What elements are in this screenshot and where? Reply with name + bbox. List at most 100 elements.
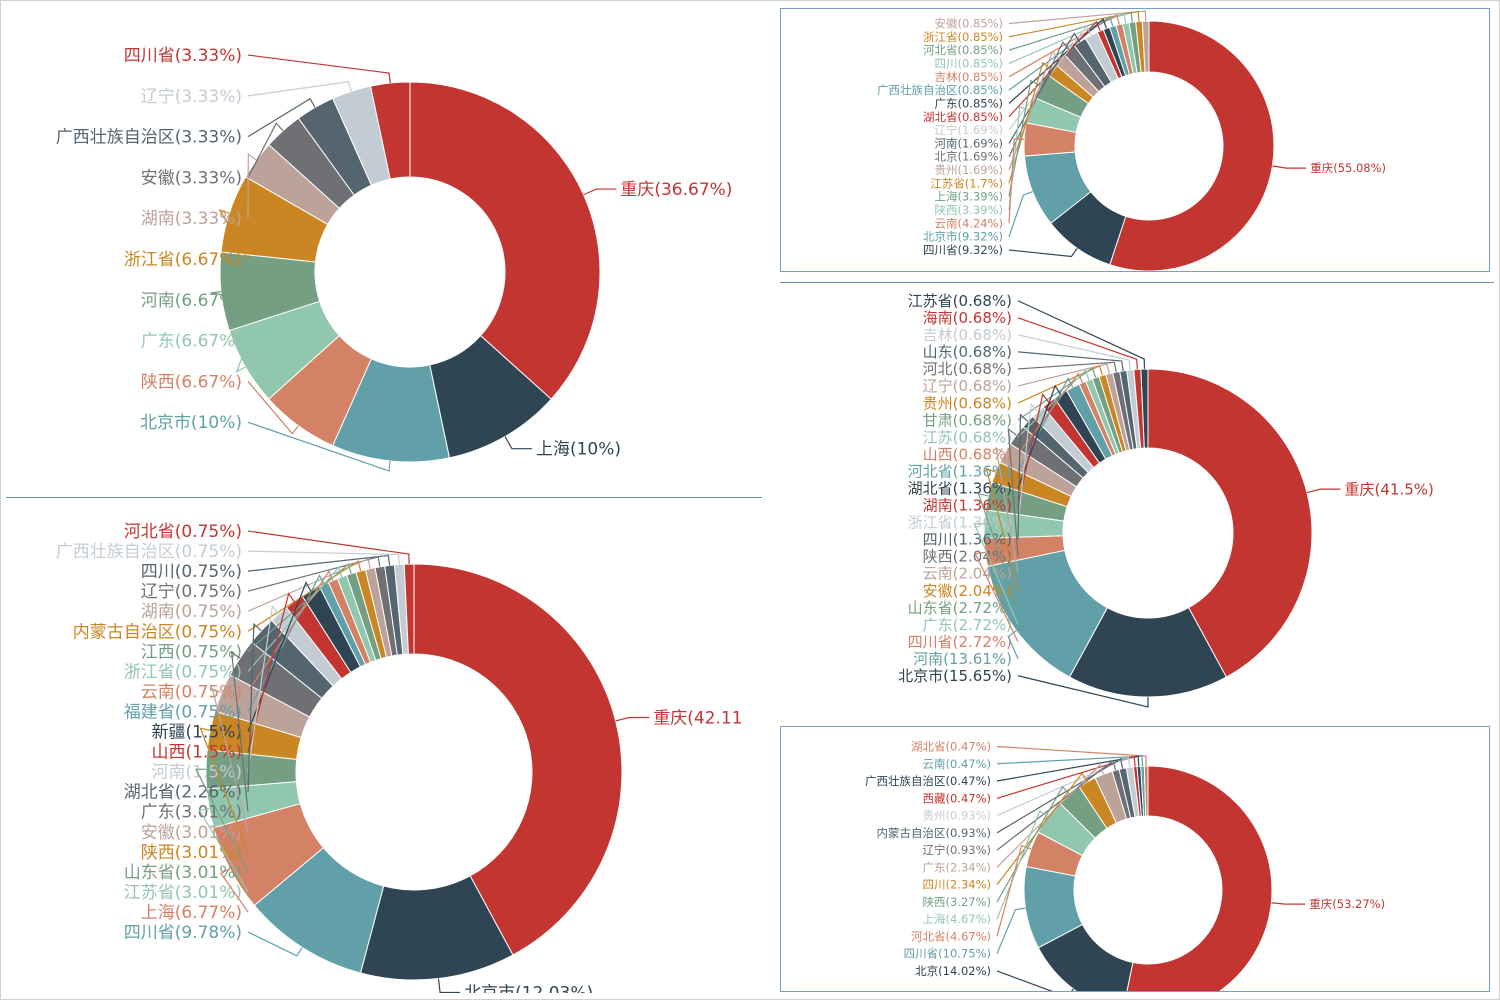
label-leader-line (247, 530, 410, 565)
pie-slice-0 (413, 563, 623, 956)
slice-label: 广东(2.34%) (922, 860, 991, 874)
slice-label: 江西(0.75%) (141, 642, 242, 662)
label-leader-line (230, 651, 249, 812)
pie-slice-0 (409, 81, 601, 400)
slice-label: 湖北省(1.36%) (908, 480, 1012, 498)
label-leader-line (211, 687, 249, 832)
slice-label: 辽宁(0.93%) (922, 843, 991, 857)
slice-label: 新疆(1.5%) (152, 723, 242, 743)
slice-label: 吉林(0.68%) (923, 326, 1012, 344)
label-leader-line (247, 622, 262, 792)
label-leader-line (1008, 18, 1108, 104)
label-leader-line (198, 807, 249, 893)
slice-label: 广东(6.67%) (141, 332, 242, 352)
label-leader-line (1008, 13, 1120, 78)
slice-label: 四川省(9.78%) (124, 923, 242, 943)
donut-panel-top-right: 重庆(55.08%) 安徽(0.85%) 浙江省(0.85%) 河北省(0.85%) 四… (780, 8, 1490, 272)
label-leader-line (1271, 902, 1306, 905)
slice-label: 四川(2.34%) (922, 878, 991, 892)
donut-panel-bottom-right: 重庆(53.27%) 湖北省(0.47%) 云南(0.47%) 广西壮族自治区(0.4… (780, 726, 1490, 992)
slice-label: 河北省(1.36%) (908, 462, 1012, 480)
pie-slice-11 (369, 81, 411, 180)
label-leader-line (996, 755, 1144, 767)
slice-label: 陕西(3.39%) (934, 203, 1003, 217)
label-leader-line (247, 550, 400, 565)
label-leader-line (1017, 377, 1074, 472)
label-leader-line (1008, 10, 1140, 38)
slice-label: 云南(4.24%) (934, 216, 1003, 230)
slice-label: 广西壮族自治区(3.33%) (56, 128, 242, 148)
slice-label: 重庆(36.67%) (620, 180, 732, 200)
label-leader-line (1008, 12, 1127, 64)
slice-label: 海南(0.68%) (923, 309, 1012, 327)
label-leader-line (1008, 79, 1040, 197)
slice-label: 四川省(2.72%) (908, 633, 1012, 651)
label-leader-line (1008, 15, 1114, 91)
slice-label: 四川(0.85%) (934, 56, 1003, 70)
label-leader-line (1008, 10, 1147, 25)
label-leader-line (1017, 384, 1061, 489)
slice-label: 北京(14.02%) (915, 964, 991, 978)
slice-label: 江苏省(0.68%) (908, 292, 1012, 310)
pie-slice-0 (1126, 765, 1273, 991)
label-leader-line (1008, 61, 1052, 184)
slice-label: 北京市(10%) (140, 413, 242, 433)
pie-slice-0 (1109, 20, 1275, 271)
slice-label: 湖南(1.36%) (923, 497, 1012, 515)
label-leader-line (210, 291, 249, 301)
label-leader-line (247, 554, 391, 572)
label-leader-line (247, 421, 391, 472)
pie-slice-18 (1141, 20, 1150, 73)
slice-label: 上海(6.77%) (141, 903, 242, 923)
slice-label: 北京市(12.03%) (464, 983, 593, 993)
label-leader-line (1008, 11, 1133, 51)
slice-label: 上海(10%) (536, 440, 621, 460)
label-leader-line (220, 868, 249, 913)
donut-panel-top-left: 重庆(36.67%) 上海(10%) 四川省(3.33%) 辽宁(3.33%) 广西壮族… (6, 6, 762, 494)
label-leader-line (996, 844, 1032, 937)
slice-label: 江苏(0.68%) (923, 428, 1012, 446)
label-leader-line (247, 81, 352, 97)
slice-label: 陕西(2.04%) (923, 548, 1012, 566)
slice-label: 四川省(9.32%) (923, 243, 1003, 257)
label-leader-line (247, 604, 280, 772)
slice-label: 上海(3.39%) (934, 190, 1003, 204)
slice-label: 四川(1.36%) (923, 531, 1012, 549)
label-leader-line (195, 768, 249, 873)
slice-label: 浙江省(0.85%) (923, 30, 1003, 44)
slice-label: 湖南(3.33%) (141, 209, 242, 229)
label-leader-line (1017, 365, 1104, 404)
slice-label: 福建省(0.75%) (124, 702, 242, 722)
slice-label: 河北省(0.75%) (124, 522, 242, 542)
label-leader-line (1008, 25, 1092, 131)
slice-label: 四川省(10.75%) (904, 947, 991, 961)
label-leader-line (247, 566, 343, 672)
slice-label: 山东省(2.72%) (908, 599, 1012, 617)
label-leader-line (996, 745, 1147, 767)
label-leader-line (247, 574, 325, 712)
label-leader-line (1017, 361, 1117, 373)
label-leader-line (985, 467, 1019, 591)
slice-label: 山西(1.5%) (152, 743, 242, 763)
slice-label: 陕西(6.67%) (141, 372, 242, 392)
label-leader-line (1007, 427, 1019, 557)
label-leader-line (996, 756, 1131, 817)
slice-label: 云南(0.47%) (922, 757, 991, 771)
label-leader-line (1007, 630, 1019, 659)
label-leader-line (199, 727, 249, 853)
slice-label: 河北(0.68%) (923, 360, 1012, 378)
slice-label: 陕西(3.01%) (141, 843, 242, 863)
slice-label: 上海(4.67%) (922, 912, 991, 926)
slice-label: 河南(1.69%) (934, 136, 1003, 150)
label-leader-line (1017, 393, 1050, 506)
donut-chart: 重庆(53.27%) 湖北省(0.47%) 云南(0.47%) 广西壮族自治区(0.4… (865, 740, 1385, 991)
pie-slice-22 (403, 563, 415, 655)
label-leader-line (218, 208, 249, 260)
slice-label: 广东(0.85%) (934, 96, 1003, 110)
slice-label: 浙江省(6.67%) (124, 250, 242, 270)
slice-label: 重庆(42.11 (653, 708, 742, 728)
label-leader-line (1017, 372, 1083, 455)
donut-chart: 重庆(55.08%)安徽(0.85%)浙江省(0.85%)河北省(0.85%)四… (877, 10, 1386, 271)
slice-label: 广西壮族自治区(0.47%) (865, 774, 991, 788)
label-leader-line (247, 381, 299, 435)
